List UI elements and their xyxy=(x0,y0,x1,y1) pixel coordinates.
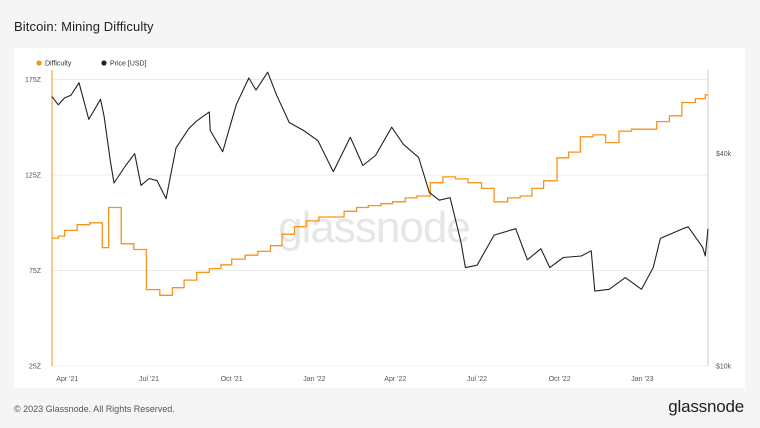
x-tick-label: Apr '22 xyxy=(384,376,406,383)
y-left-tick-label: 125Z xyxy=(25,173,42,180)
x-tick-label: Jul '21 xyxy=(139,376,159,383)
copyright-text: © 2023 Glassnode. All Rights Reserved. xyxy=(14,404,175,414)
x-tick-label: Jan '22 xyxy=(303,376,325,383)
chart: glassnode Difficulty Price [USD] 25Z 75Z 12… xyxy=(25,60,732,383)
legend-label: Price [USD] xyxy=(110,61,147,68)
series-lines xyxy=(51,71,709,296)
glassnode-logo[interactable]: glassnode xyxy=(668,397,744,416)
series-line-difficulty xyxy=(52,94,708,296)
x-tick-label: Oct '21 xyxy=(221,376,243,383)
y-left-tick-label: 75Z xyxy=(29,268,42,275)
x-tick-label: Jan '23 xyxy=(631,376,653,383)
y-left-tick-label: 25Z xyxy=(29,364,42,371)
legend[interactable]: Difficulty Price [USD] xyxy=(36,60,147,68)
grid xyxy=(52,79,708,367)
y-left-tick-label: 175Z xyxy=(25,77,42,84)
y-right-tick-label: $40k xyxy=(716,151,732,158)
legend-marker xyxy=(36,60,42,66)
legend-label: Difficulty xyxy=(45,61,72,68)
chart-panel: glassnode Difficulty Price [USD] 25Z 75Z 12… xyxy=(14,48,745,388)
x-tick-label: Jul '22 xyxy=(467,376,487,383)
legend-marker xyxy=(101,60,107,66)
x-tick-label: Oct '22 xyxy=(549,376,571,383)
axes: 25Z 75Z 125Z 175Z $10k $40k Apr '21 Jul '21 Oct … xyxy=(25,70,732,383)
y-right-tick-label: $10k xyxy=(716,364,732,371)
legend-item-price-usd[interactable]: Price [USD] xyxy=(101,60,147,68)
x-tick-label: Apr '21 xyxy=(56,376,78,383)
watermark-text: glassnode xyxy=(278,203,470,252)
series-line-price xyxy=(51,71,709,292)
page-title: Bitcoin: Mining Difficulty xyxy=(14,19,154,34)
legend-item-difficulty[interactable]: Difficulty xyxy=(36,60,72,68)
